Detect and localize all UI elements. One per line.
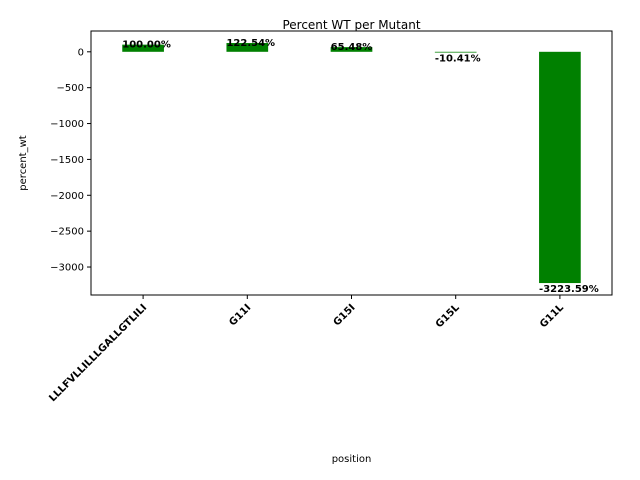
y-axis-label: percent_wt <box>18 135 29 190</box>
data-label-4: -3223.59% <box>539 284 599 295</box>
y-axis: 0 −500 −1000 −1500 −2000 −2500 −3000 <box>50 47 91 274</box>
y-tick-label-2: −1000 <box>50 119 84 130</box>
y-tick-label-1: −500 <box>57 83 84 94</box>
bar-4 <box>539 51 581 284</box>
y-tick-label-3: −1500 <box>50 155 84 166</box>
bar-3 <box>434 51 477 53</box>
x-tick-label-1: G11I <box>227 302 253 328</box>
x-tick-label-2: G15I <box>332 302 358 328</box>
x-axis: LLLFVLLILLLGALLGTLILI G11I G15I G15L G11L <box>47 295 566 404</box>
x-tick-label-4: G11L <box>538 302 566 330</box>
chart-title: Percent WT per Mutant <box>282 18 420 32</box>
bar-2 <box>330 47 373 52</box>
data-label-1: 122.54% <box>226 38 275 49</box>
bars-group <box>122 43 581 284</box>
y-tick-label-6: −3000 <box>50 263 84 274</box>
data-labels-group: 100.00% 122.54% 65.48% -10.41% -3223.59% <box>122 38 599 295</box>
bar-0 <box>122 44 164 52</box>
y-tick-label-0: 0 <box>78 47 84 58</box>
x-axis-label: position <box>332 454 372 465</box>
data-label-0: 100.00% <box>122 40 171 51</box>
y-tick-label-4: −2000 <box>50 191 84 202</box>
data-label-3: -10.41% <box>435 54 481 65</box>
y-tick-label-5: −2500 <box>50 227 84 238</box>
bar-1 <box>226 43 269 52</box>
data-label-2: 65.48% <box>331 42 373 53</box>
x-tick-label-3: G15L <box>434 302 462 330</box>
plot-frame <box>90 30 613 296</box>
x-tick-label-0: LLLFVLLILLLGALLGTLILI <box>47 302 149 404</box>
